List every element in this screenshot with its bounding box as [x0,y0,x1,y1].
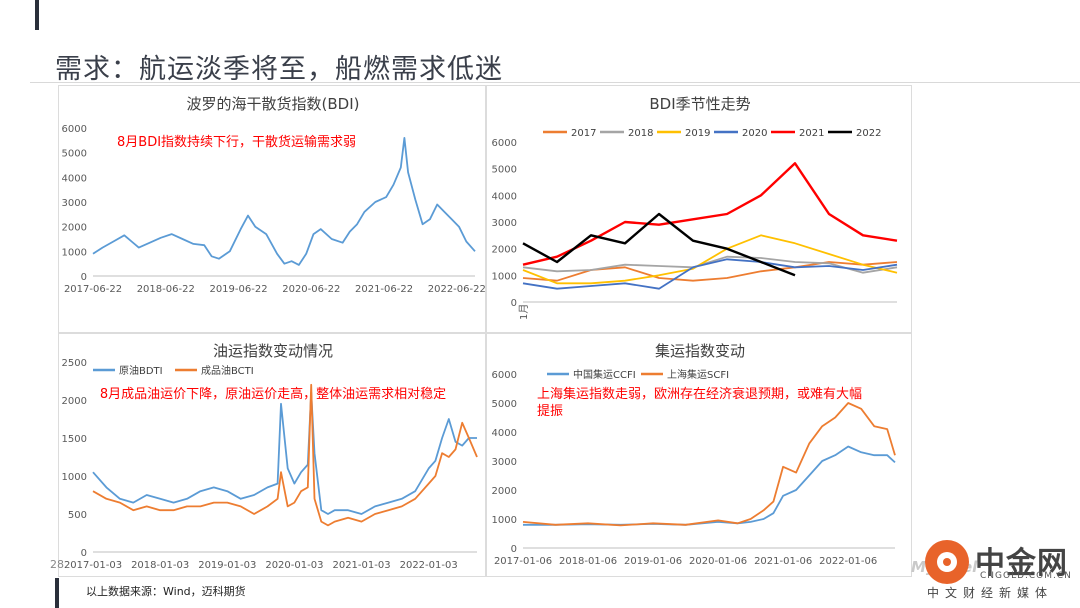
y-tick-label: 1000 [492,271,517,282]
x-tick-label: 2021-01-06 [754,556,812,567]
x-tick-label: 2017-01-06 [494,556,552,567]
data-source-note: 以上数据来源：Wind，迈科期货 [86,585,246,598]
x-tick-label: 2019-01-03 [198,560,256,571]
chart-title: 油运指数变动情况 [213,342,333,360]
y-tick-label: 3000 [62,198,87,209]
bottom-accent-bar [55,578,59,608]
y-tick-label: 1500 [62,434,87,445]
chart-annotation: 8月成品油运价下降，原油运价走高，整体油运需求相对稳定 [100,386,446,402]
x-tick-label: 2019-01-06 [624,556,682,567]
x-tick-label: 2021-06-22 [355,284,413,295]
series-line-2017 [522,261,898,282]
chart-bdi-seasonal-panel: BDI季节性走势 0 1000 2000 3000 4000 5000 6000 1月 2017 2… [486,85,912,333]
y-tick-label: 1000 [62,247,87,258]
y-tick-label: 3000 [492,457,517,468]
x-tick-label: 2020-01-03 [265,560,323,571]
legend-label: 2022 [856,128,881,139]
y-tick-label: 1000 [62,472,87,483]
legend-label: 2021 [799,128,824,139]
chart-title: 集运指数变动 [655,342,745,360]
x-tick-label: 2018-01-03 [131,560,189,571]
x-axis-label: 1月 [518,304,530,320]
watermark-logo-icon [925,540,969,584]
y-tick-label: 1000 [492,515,517,526]
watermark-url: CNGOLD.COM.CN [980,571,1072,581]
y-tick-label: 2000 [492,486,517,497]
y-tick-label: 0 [511,298,517,309]
x-tick-label: 2017-01-03 [64,560,122,571]
y-tick-label: 3000 [492,218,517,229]
series-line-bdi [92,137,476,266]
chart-bdi-seasonal: BDI季节性走势 0 1000 2000 3000 4000 5000 6000 1月 2017 2… [492,95,898,320]
chart-title: 波罗的海干散货指数(BDI) [187,95,360,113]
chart-bdi: 波罗的海干散货指数(BDI) 0 1000 2000 3000 4000 5000 6000 2… [62,95,486,295]
legend-label: 2017 [571,128,596,139]
legend-label: 2019 [685,128,710,139]
chart-tanker-panel: 油运指数变动情况 0 500 1000 1500 2000 2500 2017-01-03 20… [58,333,486,577]
y-tick-label: 5000 [62,149,87,160]
series-line-2021 [522,162,898,266]
y-tick-label: 0 [81,548,87,559]
y-tick-label: 2500 [62,358,87,369]
y-tick-label: 4000 [492,428,517,439]
series-line-2022 [522,212,796,277]
legend-label: 2018 [628,128,653,139]
x-tick-label: 2018-06-22 [137,284,195,295]
x-tick-label: 2022-06-22 [428,284,486,295]
watermark-tagline: 中文财经新媒体 [927,586,1054,600]
y-tick-label: 6000 [492,370,517,381]
page-title: 需求：航运淡季将至，船燃需求低迷 [55,54,503,85]
legend-label: 中国集运CCFI [573,368,636,381]
series-line-2019 [522,234,898,285]
y-tick-label: 6000 [62,124,87,135]
watermark: Mysteel 中金网 CNGOLD.COM.CN 中文财经新媒体 [905,540,1080,608]
chart-container: 集运指数变动 0 1000 2000 3000 4000 5000 6000 2017-01-0… [492,342,896,567]
series-line-2020 [522,258,898,290]
top-accent-bar [35,0,39,30]
page-number: 28 [50,558,64,571]
chart-annotation: 上海集运指数走弱，欧洲存在经济衰退预期，或难有大幅提振 [537,386,862,419]
series-line-成品油BCTI [92,383,478,527]
y-tick-label: 6000 [492,138,517,149]
legend-label: 成品油BCTI [201,364,254,377]
y-tick-label: 2000 [62,396,87,407]
chart-container-panel: 集运指数变动 0 1000 2000 3000 4000 5000 6000 2017-01-0… [486,333,912,577]
chart-title: BDI季节性走势 [649,95,750,113]
y-tick-label: 0 [81,272,87,283]
series-line-2018 [522,255,898,274]
y-tick-label: 2000 [62,223,87,234]
y-tick-label: 500 [68,510,87,521]
x-tick-label: 2022-01-06 [819,556,877,567]
title-divider [30,82,1080,83]
y-tick-label: 2000 [492,245,517,256]
x-tick-label: 2020-01-06 [689,556,747,567]
x-tick-label: 2021-01-03 [332,560,390,571]
watermark-name: 中金网 [975,546,1068,581]
y-tick-label: 4000 [492,191,517,202]
y-tick-label: 4000 [62,173,87,184]
series-line-上海集运SCFI [522,402,896,527]
x-tick-label: 2018-01-06 [559,556,617,567]
y-tick-label: 5000 [492,399,517,410]
x-tick-label: 2017-06-22 [64,284,122,295]
series-line-中国集运CCFI [523,445,896,526]
x-tick-label: 2022-01-03 [400,560,458,571]
chart-annotation: 8月BDI指数持续下行，干散货运输需求弱 [117,134,356,150]
x-tick-label: 2019-06-22 [209,284,267,295]
y-tick-label: 5000 [492,165,517,176]
legend-label: 上海集运SCFI [667,368,729,381]
y-tick-label: 0 [511,544,517,555]
legend-label: 原油BDTI [119,364,163,377]
chart-bdi-panel: 波罗的海干散货指数(BDI) 0 1000 2000 3000 4000 5000 6000 2… [58,85,486,333]
chart-tanker: 油运指数变动情况 0 500 1000 1500 2000 2500 2017-01-03 20… [62,342,478,571]
legend-label: 2020 [742,128,767,139]
x-tick-label: 2020-06-22 [282,284,340,295]
